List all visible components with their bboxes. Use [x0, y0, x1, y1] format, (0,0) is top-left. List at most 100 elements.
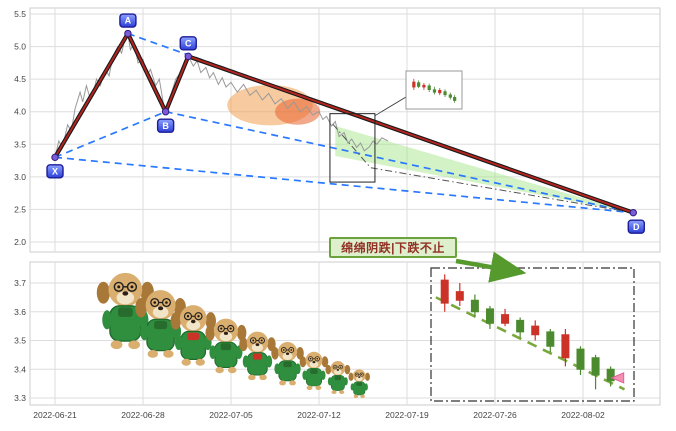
y-tick-label: 4.5 — [14, 74, 26, 84]
dog-outfit-chest — [154, 320, 168, 330]
candle-body — [591, 357, 600, 376]
puppy-figure — [170, 305, 216, 366]
dog-nose — [336, 368, 340, 371]
y-tick-label: 2.5 — [14, 204, 26, 214]
inset-candle-body — [448, 94, 452, 98]
inset-candle-body — [443, 91, 447, 96]
dog-muzzle — [355, 376, 363, 382]
point-label-text-A: A — [125, 16, 132, 26]
dog-glasses — [308, 356, 314, 362]
dog-ear — [296, 347, 304, 360]
dog-outfit-chest — [283, 361, 292, 368]
dog-eye — [153, 301, 157, 304]
candle-body — [606, 368, 615, 382]
dog-ear — [344, 364, 351, 375]
dog-foot — [331, 390, 337, 395]
dog-foot — [353, 394, 359, 398]
dog-eye — [290, 349, 293, 351]
dog-nose — [358, 376, 361, 378]
dog-arm — [302, 370, 308, 381]
dog-glasses — [332, 364, 338, 370]
dog-ear — [325, 364, 332, 375]
dog-glasses — [288, 347, 295, 353]
point-label-X — [46, 164, 64, 179]
dog-eye — [316, 358, 318, 360]
dog-ear — [299, 356, 307, 368]
dog-arm — [364, 383, 368, 391]
dog-arm — [295, 363, 301, 375]
dog-arm — [209, 345, 217, 360]
point-label-text-X: X — [52, 167, 58, 177]
dog-ear — [348, 372, 354, 381]
dog-eye — [260, 339, 263, 342]
highlight-ellipse — [274, 98, 321, 125]
dog-nose — [255, 343, 260, 347]
dog-arm — [102, 310, 112, 330]
pink-arrow-marker — [610, 372, 625, 384]
dog-ear — [96, 281, 110, 304]
point-label-A — [119, 13, 137, 28]
dog-glasses — [354, 372, 359, 377]
x-tick-label: 2022-07-05 — [209, 410, 253, 420]
dog-glasses — [359, 372, 364, 377]
dog-foot — [279, 380, 286, 386]
x-tick-label: 2022-07-12 — [297, 410, 341, 420]
candle-body — [531, 325, 540, 336]
pattern-line-CD — [187, 55, 635, 214]
inset-candle-body — [417, 82, 421, 87]
y-tick-label: 5.5 — [14, 9, 26, 19]
annotation-arrow — [455, 251, 527, 283]
dog-muzzle — [152, 306, 169, 319]
y-tick-label: 5.0 — [14, 42, 26, 52]
dog-arm — [174, 334, 183, 351]
point-marker-C — [184, 52, 192, 61]
inset-candle-body — [438, 90, 442, 94]
y-tick-label: 3.7 — [14, 278, 26, 288]
dog-eye — [309, 358, 312, 360]
dog-ear — [135, 297, 147, 318]
dashdot-trend-line — [332, 123, 634, 214]
dog-foot — [306, 385, 313, 390]
dog-outfit-chest — [252, 353, 263, 360]
dog-muzzle — [334, 368, 342, 375]
y-tick-label: 3.5 — [14, 336, 26, 346]
dog-outfit-chest — [187, 332, 200, 341]
dog-foot — [360, 394, 365, 398]
candle-body — [501, 314, 510, 324]
y-tick-label: 3.6 — [14, 307, 26, 317]
dog-outfit-chest — [220, 343, 232, 351]
dog-arm — [242, 355, 249, 368]
y-tick-label: 3.5 — [14, 139, 26, 149]
dog-nose — [122, 291, 129, 296]
dog-eye — [197, 315, 200, 318]
dog-foot — [259, 374, 267, 381]
point-label-C — [179, 36, 197, 51]
dog-arm — [320, 370, 326, 381]
dog-foot — [195, 358, 205, 366]
candle-body — [440, 279, 449, 304]
point-label-D — [627, 219, 645, 234]
dog-eye — [282, 349, 285, 351]
dog-nose — [223, 331, 229, 335]
dog-eye — [130, 285, 134, 289]
inset-candle-body — [422, 84, 426, 88]
decline-zone — [335, 126, 634, 213]
dog-outfit-chest — [310, 369, 318, 374]
puppy-figure — [239, 331, 276, 381]
dog-eye — [220, 327, 223, 330]
dashed-line-XD — [54, 156, 634, 214]
dog-foot — [289, 380, 296, 386]
dog-outfit-chest — [118, 307, 133, 317]
dog-nose — [285, 352, 290, 355]
dog-eye — [356, 374, 358, 376]
dashed-line-BD — [165, 110, 634, 214]
candle-body — [546, 331, 555, 347]
dog-foot — [215, 366, 224, 374]
dog-ear — [205, 312, 216, 330]
dog-ear — [365, 372, 370, 381]
dog-foot — [110, 340, 123, 350]
dog-foot — [128, 340, 141, 350]
dog-glasses — [194, 312, 203, 321]
x-tick-label: 2022-06-28 — [121, 410, 165, 420]
